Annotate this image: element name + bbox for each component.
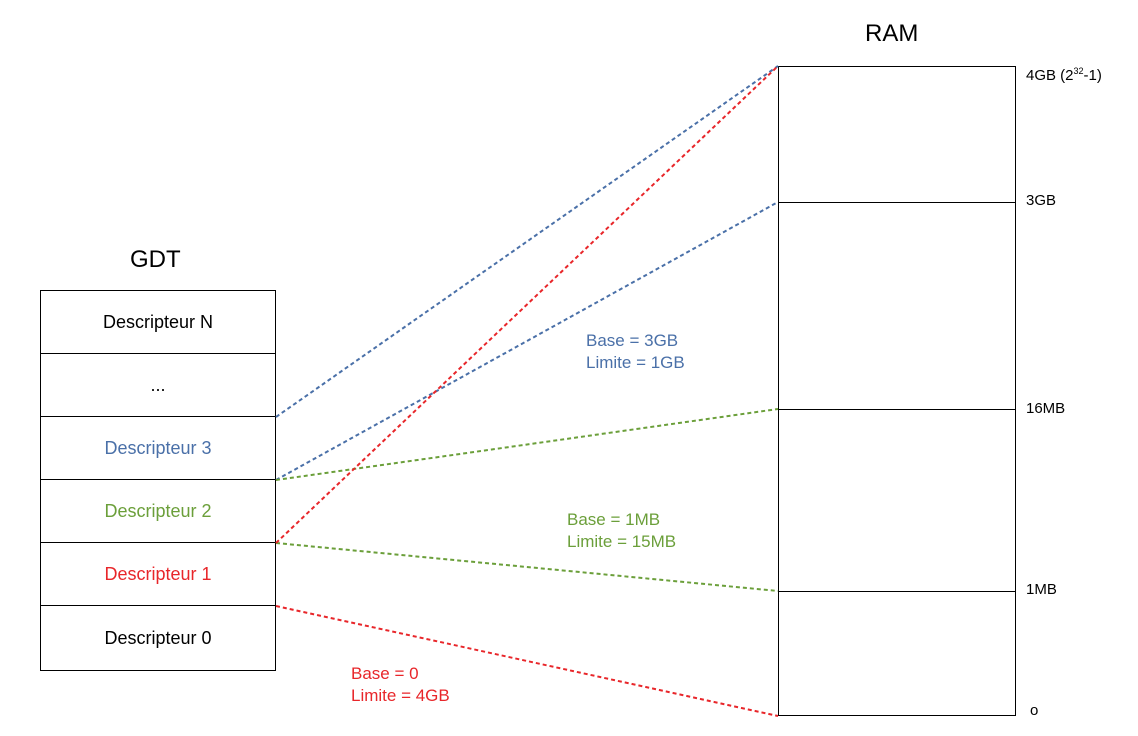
ram-divider-1mb [778, 591, 1016, 592]
segment-3-limit: Limite = 1GB [586, 353, 685, 372]
segment-1-limit: Limite = 4GB [351, 686, 450, 705]
segment-1-annotation: Base = 0 Limite = 4GB [351, 663, 450, 707]
gdt-descriptor-n: Descripteur N [41, 291, 275, 354]
ram-label-16mb: 16MB [1026, 400, 1066, 417]
gdt-descriptor-3-label: Descripteur 3 [104, 437, 212, 458]
segment-2-annotation: Base = 1MB Limite = 15MB [567, 509, 676, 553]
segment-1-base: Base = 0 [351, 664, 419, 683]
ram-box [778, 66, 1016, 716]
ram-label-4gb: 4GB (232-1) [1026, 66, 1102, 84]
connector-desc2-top [275, 408, 779, 481]
connector-desc2-bottom [275, 542, 779, 592]
ram-label-4gb-tail: -1) [1083, 67, 1102, 84]
gdt-descriptor-n-label: Descripteur N [102, 311, 214, 332]
gdt-title: GDT [130, 246, 181, 273]
gdt-descriptor-0: Descripteur 0 [41, 606, 275, 670]
segment-3-base: Base = 3GB [586, 331, 679, 350]
gdt-ellipsis-label: ... [150, 374, 166, 395]
gdt-descriptor-2: Descripteur 2 [41, 480, 275, 543]
ram-label-4gb-main: 4GB (2 [1026, 67, 1074, 84]
connector-desc1-top [275, 65, 779, 544]
gdt-descriptor-3: Descripteur 3 [41, 417, 275, 480]
segment-2-base: Base = 1MB [567, 510, 661, 529]
gdt-descriptor-0-label: Descripteur 0 [104, 627, 212, 648]
ram-divider-16mb [778, 409, 1016, 410]
ram-title: RAM [865, 20, 919, 47]
ram-divider-3gb [778, 202, 1016, 203]
connector-desc3-bottom [275, 201, 779, 481]
gdt-table: Descripteur N ... Descripteur 3 Descript… [40, 290, 276, 671]
gdt-descriptor-1-label: Descripteur 1 [104, 563, 212, 584]
gdt-ellipsis: ... [41, 354, 275, 417]
ram-label-zero: o [1030, 702, 1039, 719]
gdt-descriptor-2-label: Descripteur 2 [104, 500, 212, 521]
ram-label-1mb: 1MB [1026, 581, 1057, 598]
connector-desc1-bottom [275, 605, 779, 717]
segment-2-limit: Limite = 15MB [567, 532, 677, 551]
ram-label-4gb-exponent: 32 [1073, 66, 1084, 76]
segment-3-annotation: Base = 3GB Limite = 1GB [586, 330, 685, 374]
connector-desc3-top [275, 65, 779, 418]
gdt-descriptor-1: Descripteur 1 [41, 543, 275, 606]
ram-label-3gb: 3GB [1026, 192, 1057, 209]
